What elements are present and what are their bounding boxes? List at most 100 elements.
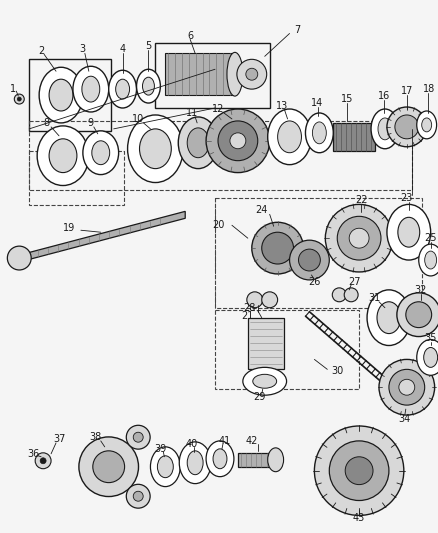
Bar <box>247 318 283 369</box>
Circle shape <box>348 228 368 248</box>
Text: 2: 2 <box>38 46 44 56</box>
Circle shape <box>298 249 320 271</box>
Text: 41: 41 <box>218 436 230 446</box>
Ellipse shape <box>92 141 110 165</box>
Text: 11: 11 <box>186 108 198 118</box>
Ellipse shape <box>157 456 173 478</box>
Ellipse shape <box>416 340 438 375</box>
Bar <box>215 310 358 389</box>
Text: 23: 23 <box>400 193 412 204</box>
Ellipse shape <box>312 122 325 144</box>
Circle shape <box>40 458 46 464</box>
Circle shape <box>405 302 431 328</box>
Circle shape <box>343 288 357 302</box>
Bar <box>155 43 269 108</box>
Bar <box>237 453 275 467</box>
Ellipse shape <box>179 442 211 483</box>
Circle shape <box>261 292 277 308</box>
Polygon shape <box>19 212 185 262</box>
Text: 10: 10 <box>132 114 144 124</box>
Bar <box>332 123 374 151</box>
Ellipse shape <box>115 79 129 99</box>
Text: 38: 38 <box>89 432 102 442</box>
Text: 20: 20 <box>212 220 224 230</box>
Ellipse shape <box>212 449 226 469</box>
Ellipse shape <box>421 118 431 132</box>
Ellipse shape <box>277 121 301 153</box>
Ellipse shape <box>252 374 276 388</box>
Ellipse shape <box>424 251 436 269</box>
Text: 39: 39 <box>154 444 166 454</box>
Text: 9: 9 <box>88 118 94 128</box>
Text: 18: 18 <box>422 84 434 94</box>
Text: 22: 22 <box>354 196 367 205</box>
Circle shape <box>328 441 388 500</box>
Ellipse shape <box>305 113 332 153</box>
Text: 26: 26 <box>307 277 320 287</box>
Ellipse shape <box>397 217 419 247</box>
Ellipse shape <box>267 448 283 472</box>
Ellipse shape <box>83 131 118 175</box>
Text: 16: 16 <box>377 91 389 101</box>
Bar <box>215 198 421 308</box>
Circle shape <box>325 204 392 272</box>
Text: 3: 3 <box>80 44 86 54</box>
Circle shape <box>17 97 21 101</box>
Ellipse shape <box>267 109 311 165</box>
Text: 37: 37 <box>53 434 65 444</box>
Circle shape <box>336 216 380 260</box>
Ellipse shape <box>109 70 136 108</box>
Circle shape <box>237 59 266 89</box>
Circle shape <box>14 94 24 104</box>
Circle shape <box>388 369 424 405</box>
Ellipse shape <box>39 67 83 123</box>
Circle shape <box>314 426 403 515</box>
Ellipse shape <box>377 118 391 140</box>
Circle shape <box>251 222 303 274</box>
Text: 14: 14 <box>311 98 323 108</box>
Circle shape <box>394 115 418 139</box>
Ellipse shape <box>376 302 400 334</box>
Text: 1: 1 <box>10 84 16 94</box>
Circle shape <box>7 246 31 270</box>
Circle shape <box>133 491 143 501</box>
Circle shape <box>92 451 124 482</box>
Ellipse shape <box>366 290 410 345</box>
Circle shape <box>396 293 438 336</box>
Ellipse shape <box>416 111 436 139</box>
Text: 43: 43 <box>352 513 364 523</box>
Circle shape <box>133 432 143 442</box>
Ellipse shape <box>386 204 430 260</box>
Text: 27: 27 <box>347 277 360 287</box>
Text: 34: 34 <box>398 414 410 424</box>
Text: 40: 40 <box>186 439 198 449</box>
Ellipse shape <box>73 66 109 112</box>
Text: 21: 21 <box>241 311 254 321</box>
Text: 31: 31 <box>367 293 379 303</box>
Ellipse shape <box>423 348 437 367</box>
Bar <box>29 151 124 205</box>
Text: 19: 19 <box>63 223 75 233</box>
Ellipse shape <box>127 115 183 182</box>
Ellipse shape <box>226 52 242 96</box>
Circle shape <box>245 68 257 80</box>
Ellipse shape <box>136 69 160 103</box>
Circle shape <box>205 109 269 173</box>
Text: 30: 30 <box>330 366 343 376</box>
Text: 5: 5 <box>145 42 151 51</box>
Circle shape <box>344 457 372 484</box>
Ellipse shape <box>242 367 286 395</box>
Circle shape <box>246 292 262 308</box>
Ellipse shape <box>139 129 171 168</box>
Text: 32: 32 <box>413 285 426 295</box>
Text: 7: 7 <box>294 25 300 35</box>
Text: 36: 36 <box>27 449 39 459</box>
Text: 29: 29 <box>253 392 265 402</box>
Ellipse shape <box>142 77 154 95</box>
Text: 8: 8 <box>43 118 49 128</box>
Ellipse shape <box>49 79 73 111</box>
Ellipse shape <box>370 109 398 149</box>
Text: 42: 42 <box>245 436 258 446</box>
Bar <box>29 121 411 190</box>
Text: 17: 17 <box>400 86 412 96</box>
